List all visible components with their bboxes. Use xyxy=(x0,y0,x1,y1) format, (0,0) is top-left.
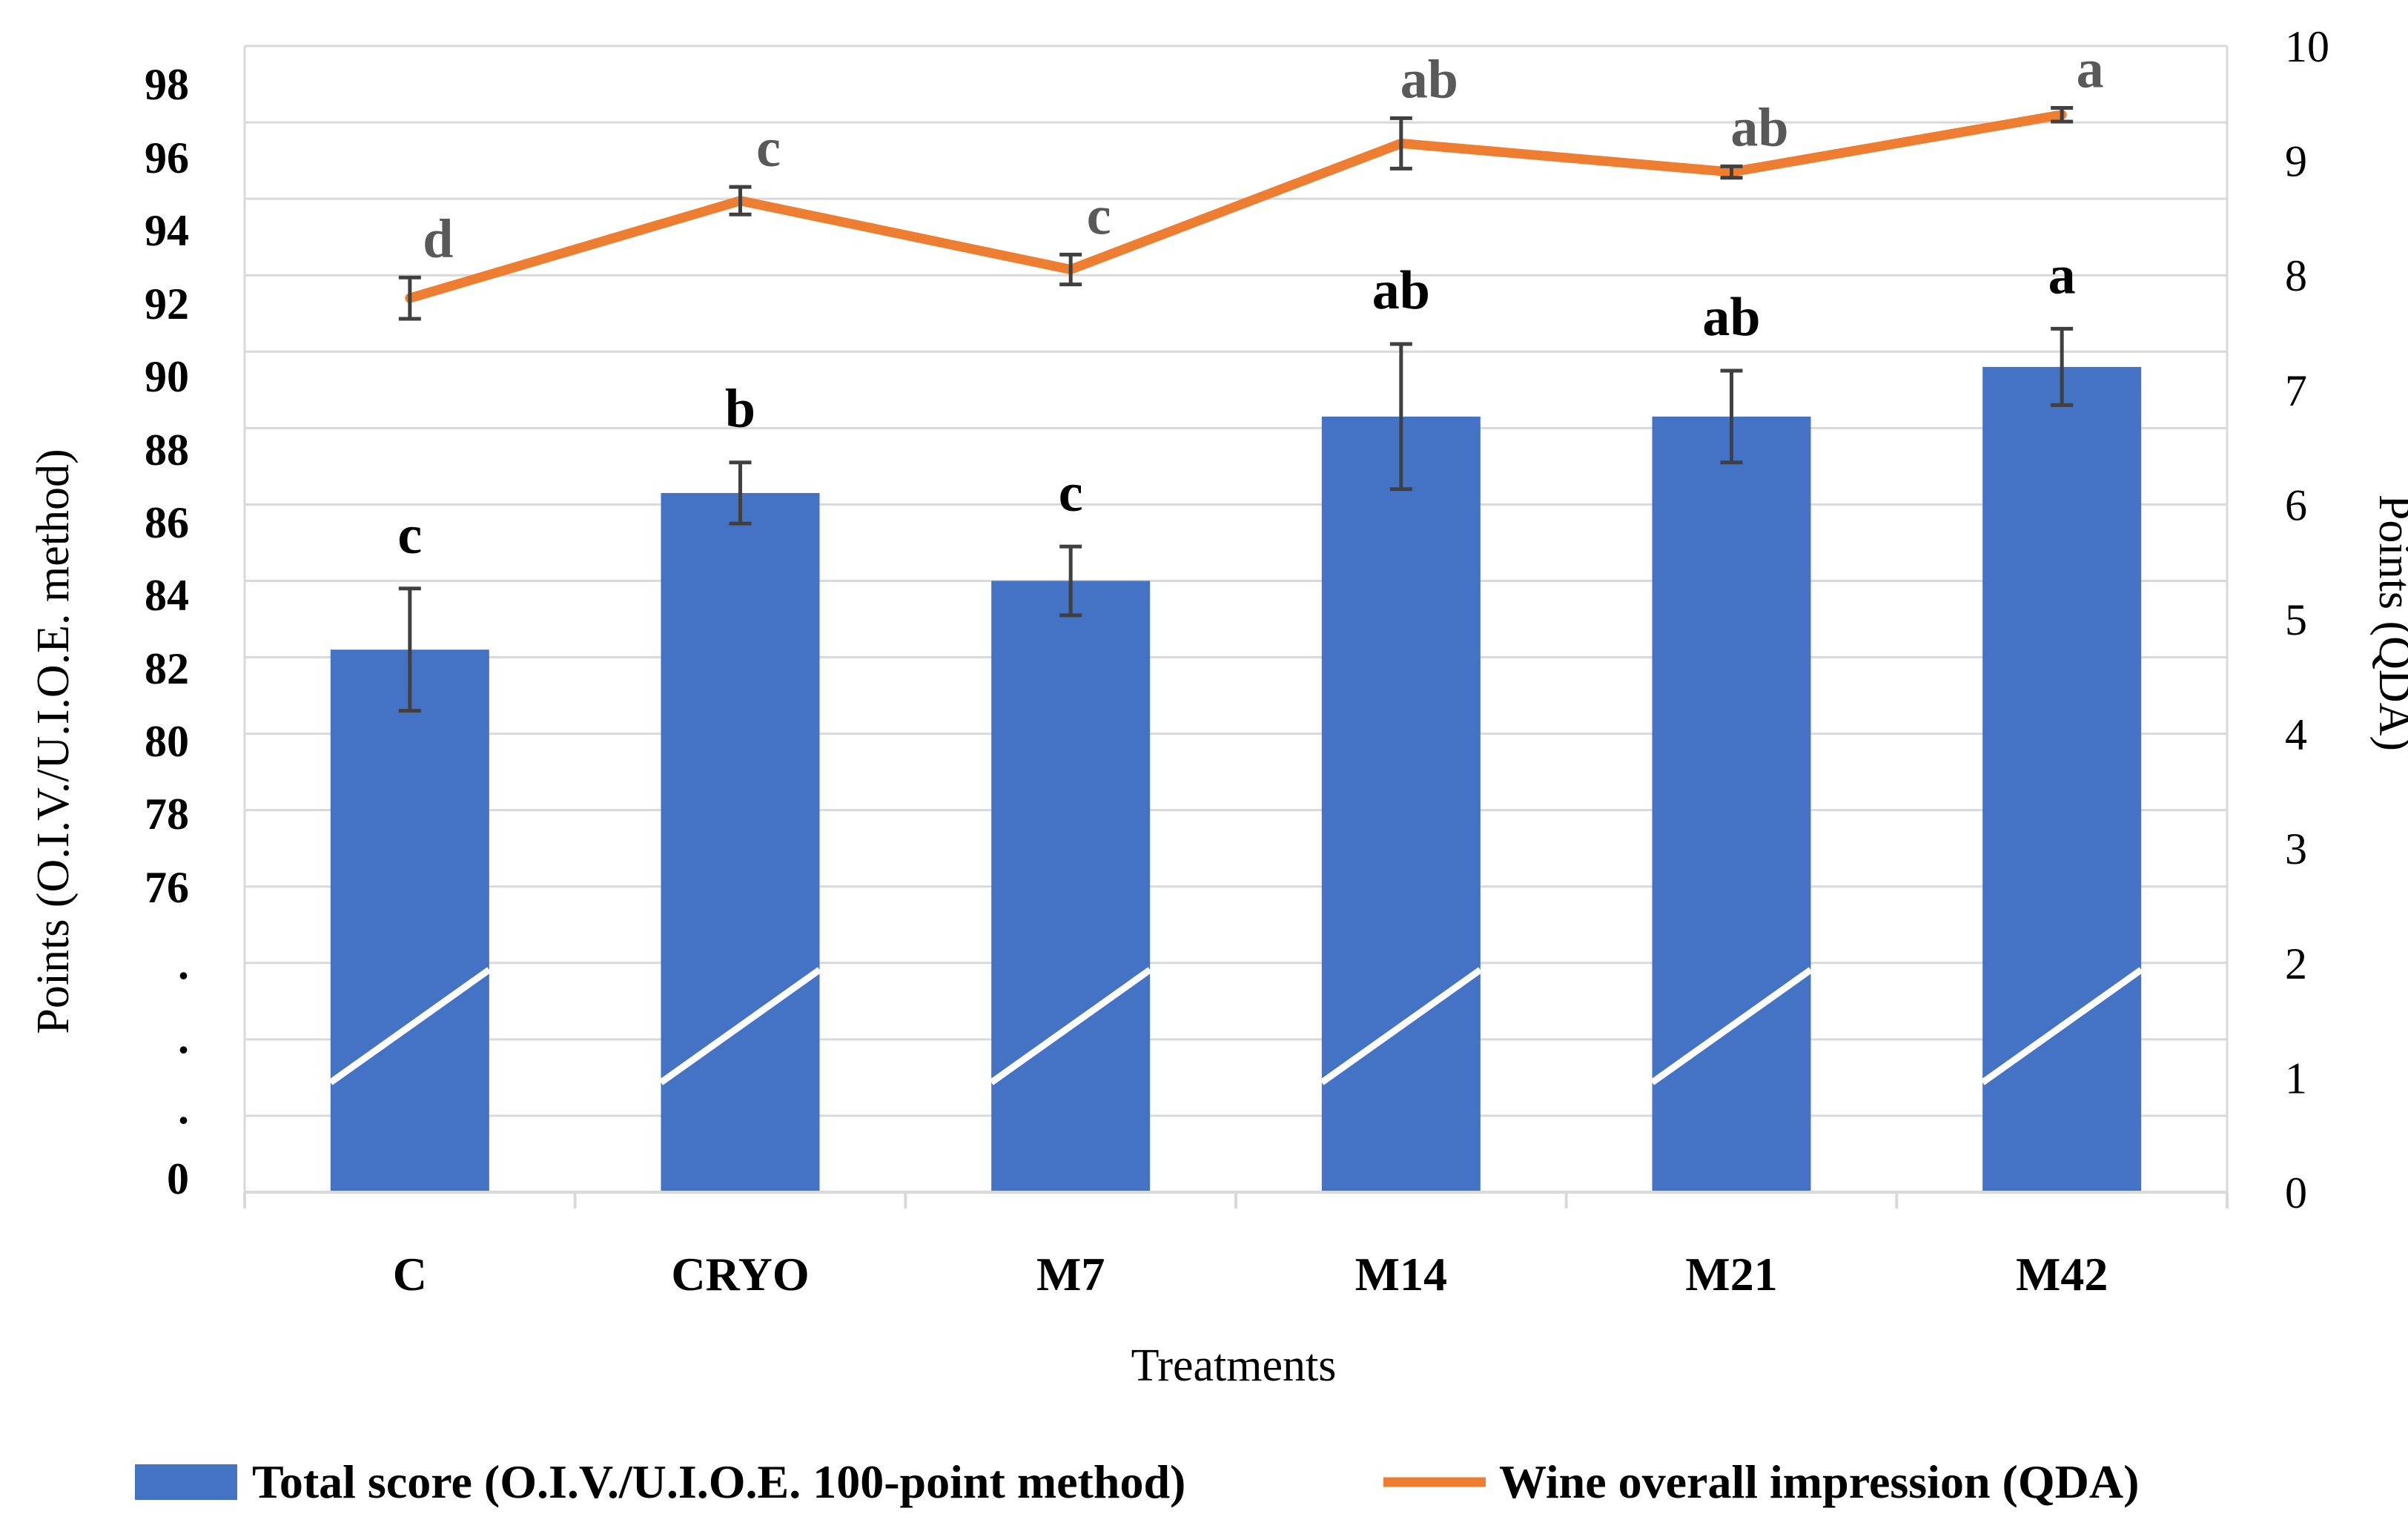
category-labels: C CRYO M7 M14 M21 M42 xyxy=(393,1248,2108,1300)
category-label-cryo: CRYO xyxy=(671,1248,809,1300)
bar-letter-c: c xyxy=(397,505,422,566)
right-tick-label: 2 xyxy=(2285,939,2307,988)
right-tick-label: 0 xyxy=(2285,1168,2307,1217)
bar-letter-m42: a xyxy=(2048,245,2076,305)
right-tick-label: 5 xyxy=(2285,595,2307,644)
left-tick-label: . xyxy=(178,1084,189,1133)
line-letter-m7: c xyxy=(1087,185,1111,246)
error-bar-m7 xyxy=(1059,544,1082,618)
bar-cryo xyxy=(661,492,820,1192)
line-letter-cryo: c xyxy=(756,118,781,179)
bar-m21 xyxy=(1652,416,1811,1193)
left-tick-label: 0 xyxy=(167,1154,189,1203)
line-error-bar-m14 xyxy=(1389,116,1412,171)
left-tick-label: 78 xyxy=(145,790,189,839)
left-tick-label: 96 xyxy=(145,133,189,182)
left-tick-label: 90 xyxy=(145,352,189,401)
legend-label-line: Wine overall impression (QDA) xyxy=(1499,1455,2139,1508)
line-error-bar-cryo xyxy=(729,185,752,216)
line-error-bar-m7 xyxy=(1059,252,1082,287)
x-axis xyxy=(243,1191,2229,1209)
line-error-bars xyxy=(398,105,2074,321)
line-path xyxy=(405,110,2067,303)
bar-m14 xyxy=(1321,416,1481,1193)
y-axis-title-right: Points (QDA) xyxy=(2369,495,2408,751)
right-tick-label: 9 xyxy=(2285,137,2307,186)
category-label-m14: M14 xyxy=(1355,1248,1447,1300)
left-tick-label: 94 xyxy=(145,206,189,255)
error-bar-cryo xyxy=(729,460,752,526)
line-series xyxy=(405,110,2067,303)
line-error-bar-c xyxy=(398,275,421,321)
error-bar-c xyxy=(398,586,421,713)
right-tick-label: 1 xyxy=(2285,1054,2307,1102)
bar-error-bars xyxy=(398,326,2074,713)
right-tick-label: 4 xyxy=(2285,710,2307,759)
gridlines xyxy=(243,44,2229,1192)
left-tick-label: 88 xyxy=(145,426,189,475)
line-letter-m21: ab xyxy=(1730,97,1788,158)
legend-label-bar: Total score (O.I.V./U.I.O.E. 100-point m… xyxy=(252,1455,1185,1508)
right-tick-label: 10 xyxy=(2285,22,2329,71)
line-significance-letters: d c c ab ab a xyxy=(423,39,2103,269)
category-label-m42: M42 xyxy=(2016,1248,2108,1300)
axis-break-mark xyxy=(328,967,492,1085)
axis-break-mark xyxy=(1650,967,1813,1085)
left-tick-label: 82 xyxy=(145,644,189,693)
bar-c xyxy=(330,649,489,1192)
category-label-m7: M7 xyxy=(1036,1248,1105,1300)
axis-break-mark xyxy=(658,967,822,1085)
bar-m7 xyxy=(991,581,1151,1192)
left-tick-label: . xyxy=(178,1014,189,1062)
left-tick-label: 84 xyxy=(145,571,189,620)
error-bar-m21 xyxy=(1720,368,1743,465)
left-tick-label: 86 xyxy=(145,498,189,547)
error-bar-m14 xyxy=(1389,342,1412,492)
bar-significance-letters: c b c ab ab a xyxy=(397,245,2075,565)
left-tick-label: 76 xyxy=(145,863,189,912)
bar-series xyxy=(328,366,2143,1193)
axis-break-mark xyxy=(1320,967,1483,1085)
category-label-m21: M21 xyxy=(1685,1248,1777,1300)
line-letter-m14: ab xyxy=(1400,49,1458,110)
right-tick-label: 7 xyxy=(2285,366,2307,415)
right-tick-label: 6 xyxy=(2285,480,2307,529)
category-label-c: C xyxy=(393,1248,427,1300)
line-letter-c: d xyxy=(423,208,453,269)
right-tick-label: 8 xyxy=(2285,251,2307,300)
left-axis-ticks: 98 96 94 92 90 88 86 84 82 80 78 76... 0 xyxy=(145,60,189,1203)
legend-swatch-bar xyxy=(135,1464,237,1500)
bar-letter-cryo: b xyxy=(725,379,755,440)
bar-letter-m21: ab xyxy=(1702,287,1760,348)
legend: Total score (O.I.V./U.I.O.E. 100-point m… xyxy=(135,1455,2139,1508)
left-tick-label: 80 xyxy=(145,717,189,766)
y-axis-title-left: Points (O.I.V./U.I.O.E. method) xyxy=(28,449,79,1034)
bar-letter-m14: ab xyxy=(1372,260,1430,321)
left-tick-label: 98 xyxy=(145,60,189,109)
axis-break-mark xyxy=(989,967,1152,1085)
line-error-bar-m42 xyxy=(2051,105,2074,124)
bar-m42 xyxy=(1982,366,2142,1192)
axis-break-mark xyxy=(1980,967,2143,1085)
left-tick-label: 92 xyxy=(145,280,189,328)
line-error-bar-m21 xyxy=(1720,164,1743,180)
right-tick-label: 3 xyxy=(2285,824,2307,873)
bar-letter-m7: c xyxy=(1059,463,1083,523)
error-bar-m42 xyxy=(2051,326,2074,407)
left-tick-label: . xyxy=(178,939,189,988)
line-letter-m42: a xyxy=(2077,39,2104,99)
x-axis-title: Treatments xyxy=(1131,1340,1337,1391)
